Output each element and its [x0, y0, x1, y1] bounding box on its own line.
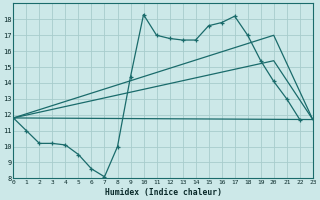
X-axis label: Humidex (Indice chaleur): Humidex (Indice chaleur): [105, 188, 221, 197]
